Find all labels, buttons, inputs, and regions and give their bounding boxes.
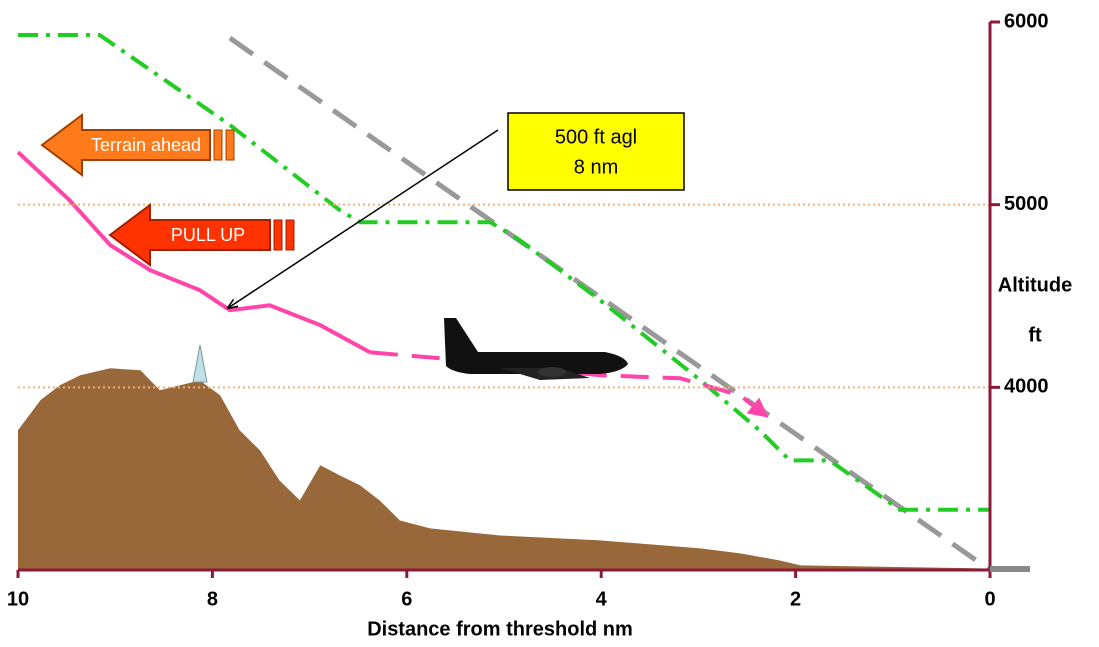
- y-axis-title: ft: [1028, 324, 1042, 346]
- x-tick-label: 4: [596, 588, 608, 610]
- x-tick-label: 10: [7, 588, 29, 610]
- page: 4000 5000 6000 10 8 6 4 2 0 Terrain ahead PULL U…: [0, 0, 1099, 647]
- x-tick-label: 8: [207, 588, 218, 610]
- x-tick-label: 6: [401, 588, 412, 610]
- x-axis-title: Distance from threshold nm: [367, 618, 633, 640]
- warning-text: PULL UP: [171, 225, 245, 245]
- y-tick-label: 4000: [1004, 376, 1049, 398]
- chart: 4000 5000 6000 10 8 6 4 2 0 Terrain ahead PULL U…: [0, 0, 1099, 642]
- line-series: [18, 152, 370, 352]
- y-axis-title: Altitude: [998, 274, 1072, 296]
- plot-area: 4000 5000 6000 10 8 6 4 2 0: [7, 10, 1049, 610]
- pull-up-arrow: PULL UP: [110, 205, 294, 265]
- y-tick-label: 5000: [1004, 193, 1049, 215]
- warning-text: Terrain ahead: [91, 135, 201, 155]
- callout-box: [508, 113, 684, 190]
- x-tick-label: 2: [790, 588, 801, 610]
- peak: [193, 345, 207, 382]
- runway: [990, 566, 1030, 572]
- x-tick-label: 0: [984, 588, 995, 610]
- y-tick-label: 6000: [1004, 10, 1049, 32]
- callout-text: 8 nm: [574, 156, 618, 178]
- callout-text: 500 ft agl: [555, 126, 637, 148]
- terrain-ahead-arrow: Terrain ahead: [42, 115, 234, 175]
- aircraft: [444, 318, 628, 380]
